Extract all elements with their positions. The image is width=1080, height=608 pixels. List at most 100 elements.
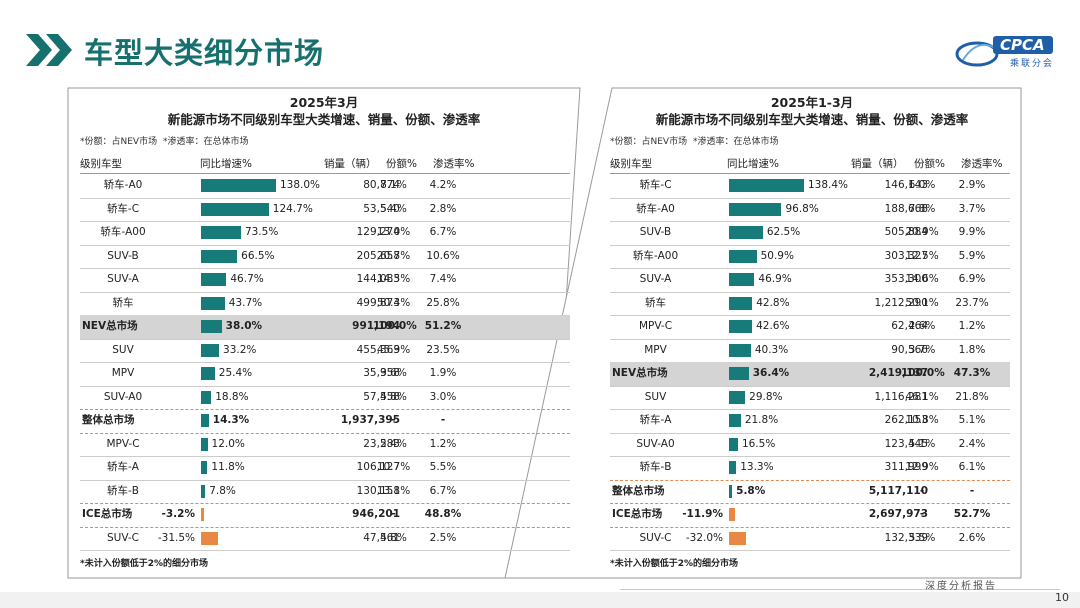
- row-label: ICE总市场: [612, 508, 663, 520]
- growth-label: 16.5%: [741, 437, 776, 450]
- growth-bar: [201, 202, 269, 216]
- growth-label: 12.0%: [211, 437, 245, 450]
- row-label: SUV-A0: [636, 437, 675, 450]
- share-value: 5.5%: [908, 531, 936, 544]
- footer-bar: [0, 592, 1080, 608]
- row-label: 整体总市场: [82, 414, 135, 426]
- share-value: 6.0%: [908, 179, 936, 191]
- growth-label: 25.4%: [218, 367, 253, 379]
- share-value: 46.1%: [905, 390, 939, 403]
- share-value: 100.0%: [373, 320, 417, 332]
- penetration-value: -: [440, 414, 446, 426]
- share-value: 10.7%: [376, 461, 411, 473]
- share-value: -: [391, 414, 396, 426]
- footnote: *未计入份额低于2%的细分市场: [80, 559, 208, 569]
- sales-value: 1,937,395: [340, 414, 400, 426]
- row-divider: [80, 526, 570, 528]
- row-label: NEV总市场: [612, 367, 668, 379]
- growth-label: 138.4%: [808, 179, 849, 191]
- page-number: 10: [1055, 591, 1069, 604]
- growth-bar: [201, 531, 219, 545]
- page-title: 车型大类细分市场: [84, 36, 325, 70]
- share-value: 13.1%: [376, 484, 411, 497]
- row-label: 轿车-C: [106, 202, 140, 215]
- sales-value: 188,668: [884, 202, 928, 215]
- row-divider: [610, 456, 1010, 457]
- row-label: 轿车-A00: [100, 226, 146, 238]
- share-value: 20.9%: [905, 226, 939, 238]
- share-value: 10.8%: [905, 414, 939, 426]
- growth-label: -31.5%: [157, 531, 195, 544]
- growth-bar: [729, 437, 738, 451]
- row-label: 轿车-C: [639, 179, 672, 191]
- share-value: 3.7%: [908, 343, 936, 356]
- row-divider: [80, 479, 570, 481]
- logo-text: CPCA: [1000, 36, 1045, 54]
- share-value: 7.8%: [908, 202, 936, 215]
- col-header-type: 级别车型: [80, 158, 122, 170]
- sales-value: 1,212,290: [874, 296, 928, 309]
- penetration-value: 1.8%: [958, 343, 986, 356]
- row-divider: [80, 338, 570, 340]
- row-divider: [610, 479, 1010, 481]
- row-divider: [610, 432, 1010, 434]
- share-value: 5.8%: [380, 390, 407, 403]
- sales-value: 303,327: [884, 249, 928, 262]
- panel-jan-mar: 2025年1-3月 新能源市场不同级别车型大类增速、销量、份额、渗透率 *份额：…: [603, 88, 1021, 578]
- growth-bar: [201, 390, 212, 404]
- sales-value: 5,117,110: [868, 484, 928, 497]
- sales-value: 80,774: [363, 179, 400, 191]
- growth-label: 43.7%: [228, 296, 263, 309]
- row-divider: [80, 409, 570, 410]
- row-label: 轿车-B: [107, 484, 139, 497]
- sales-value: 353,300: [884, 273, 928, 285]
- row-divider: [610, 550, 1010, 551]
- share-value: 14.6%: [905, 273, 939, 285]
- row-label: 轿车: [112, 296, 134, 309]
- growth-label: 38.0%: [225, 320, 263, 332]
- penetration-value: 23.7%: [955, 296, 989, 309]
- growth-bar: [729, 226, 763, 239]
- note-share: *份额：占NEV市场: [80, 137, 158, 147]
- growth-bar: [201, 461, 208, 474]
- note-penetration: *渗透率：在总体市场: [163, 137, 249, 147]
- growth-label: -11.9%: [682, 508, 723, 520]
- share-value: 100.0%: [901, 367, 945, 379]
- growth-label: 33.2%: [223, 343, 257, 356]
- penetration-value: 6.1%: [958, 461, 986, 473]
- penetration-value: 5.9%: [958, 249, 986, 262]
- table-row: [610, 362, 1010, 386]
- penetration-value: 48.8%: [424, 508, 462, 520]
- sales-value: 62,464: [891, 320, 928, 332]
- growth-label: 73.5%: [244, 226, 279, 238]
- sales-value: 130,158: [356, 484, 400, 497]
- penetration-value: 1.2%: [429, 437, 457, 450]
- penetration-value: 7.4%: [429, 273, 457, 285]
- row-divider: [610, 338, 1010, 340]
- sales-value: 2,697,973: [868, 508, 928, 520]
- row-divider: [610, 244, 1010, 246]
- logo-subtitle: 乘联分会: [1010, 59, 1055, 69]
- sales-value: 47,561: [363, 531, 400, 544]
- growth-label: 11.8%: [211, 461, 245, 473]
- penetration-value: 21.8%: [955, 390, 989, 403]
- growth-bar: [201, 437, 208, 451]
- row-divider: [610, 385, 1010, 387]
- col-header-growth: 同比增速%: [200, 158, 252, 170]
- growth-label: -3.2%: [161, 508, 195, 520]
- penetration-value: 6.7%: [429, 484, 457, 497]
- penetration-value: 23.5%: [426, 343, 460, 356]
- sales-value: 35,958: [363, 367, 400, 379]
- growth-label: -32.0%: [685, 531, 723, 544]
- row-divider: [80, 221, 570, 222]
- growth-label: 14.3%: [212, 414, 250, 426]
- row-label: 轿车-A0: [636, 202, 675, 215]
- sales-value: 132,339: [884, 531, 928, 544]
- penetration-value: 51.2%: [424, 320, 462, 332]
- row-divider: [80, 456, 570, 457]
- penetration-value: 2.5%: [429, 531, 457, 544]
- note-share: *份额：占NEV市场: [610, 137, 688, 147]
- growth-bar: [201, 508, 204, 521]
- share-value: 3.6%: [380, 367, 407, 379]
- share-value: -: [919, 484, 925, 497]
